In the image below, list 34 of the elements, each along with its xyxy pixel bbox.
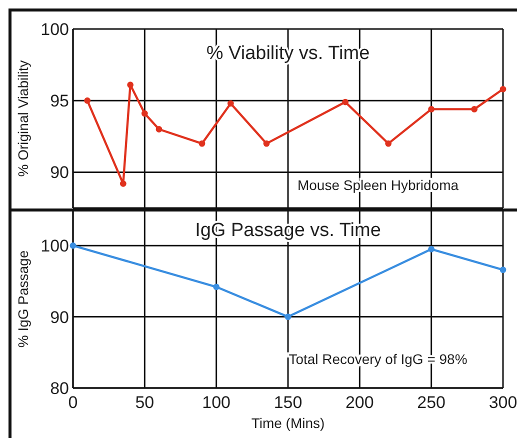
y-axis-title: % Original Viability	[15, 60, 31, 177]
y-axis-title: % IgG Passage	[15, 250, 31, 348]
x-tick-label: 300	[488, 393, 517, 412]
x-tick-label: 50	[135, 393, 154, 412]
point	[342, 98, 349, 106]
point	[120, 180, 126, 187]
x-tick-label: 200	[345, 393, 374, 412]
point	[385, 140, 392, 147]
x-tick-label: 150	[274, 393, 302, 412]
point	[70, 242, 76, 249]
y-tick-label: 80	[50, 379, 69, 398]
y-tick-label: 95	[50, 92, 69, 111]
point	[284, 314, 292, 320]
x-tick-label: 100	[202, 393, 231, 412]
point	[198, 140, 206, 147]
y-tick-label: 100	[40, 236, 69, 256]
point	[141, 110, 148, 117]
point	[500, 266, 506, 274]
point	[471, 106, 478, 112]
point	[263, 140, 270, 147]
point	[428, 246, 435, 252]
y-tick-label: 100	[40, 20, 69, 39]
point	[428, 106, 435, 112]
x-tick-label: 250	[417, 393, 446, 412]
point	[500, 86, 506, 92]
point	[227, 100, 234, 107]
x-axis-title: Time (Mins)	[251, 415, 325, 431]
point	[84, 97, 91, 104]
x-tick-label: 0	[68, 393, 78, 412]
y-tick-label: 90	[50, 163, 69, 182]
point	[213, 284, 220, 290]
point	[156, 126, 162, 132]
y-tick-label: 90	[50, 308, 69, 327]
point	[127, 82, 134, 88]
